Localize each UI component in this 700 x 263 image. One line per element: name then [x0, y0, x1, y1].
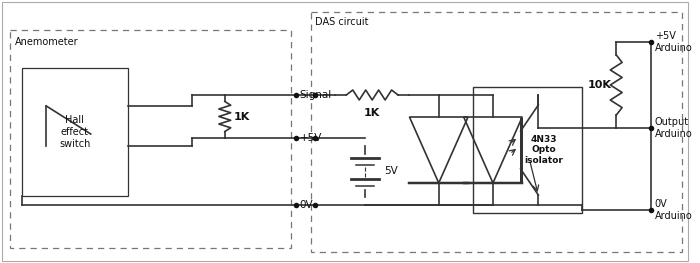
Text: 1K: 1K [234, 112, 250, 122]
Text: 0V: 0V [300, 200, 314, 210]
Bar [311, 12, 682, 252]
Bar [22, 68, 128, 196]
Text: Anemometer: Anemometer [15, 37, 78, 47]
Text: DAS circuit: DAS circuit [314, 17, 368, 27]
Text: 5V: 5V [384, 166, 398, 176]
Text: Output
Arduino: Output Arduino [654, 117, 692, 139]
Text: Hall
effect
switch: Hall effect switch [60, 115, 90, 149]
Text: Signal: Signal [300, 90, 332, 100]
Text: 1K: 1K [364, 108, 380, 118]
Text: +5V: +5V [300, 133, 322, 143]
Text: 4N33
Opto
isolator: 4N33 Opto isolator [524, 135, 564, 165]
Text: 0V
Arduino: 0V Arduino [654, 199, 692, 221]
Bar [473, 87, 582, 213]
Text: +5V
Arduino: +5V Arduino [654, 31, 692, 53]
Bar [10, 30, 290, 248]
Text: 10K: 10K [587, 80, 611, 90]
